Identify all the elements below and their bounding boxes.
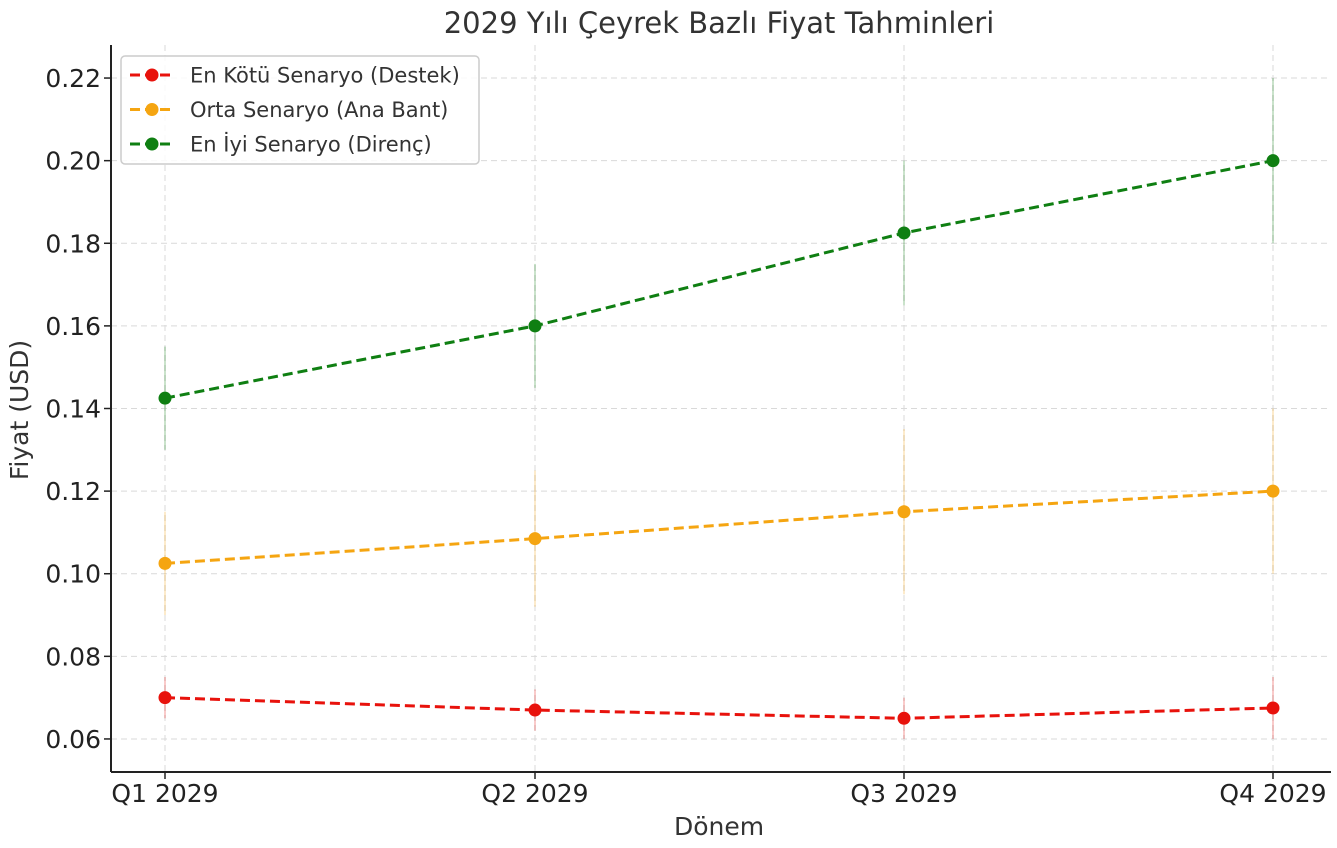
data-point: [158, 391, 172, 405]
data-point: [897, 711, 911, 725]
legend-label: En İyi Senaryo (Direnç): [190, 132, 432, 157]
y-tick-label: 0.10: [45, 560, 101, 589]
data-point: [158, 556, 172, 570]
legend-marker: [145, 137, 159, 151]
legend-marker: [145, 68, 159, 82]
data-point: [158, 691, 172, 705]
legend-marker: [145, 103, 159, 116]
series-line: [164, 489, 1274, 565]
data-point: [528, 532, 542, 546]
y-ticks: 0.06 0.08 0.10 0.12 0.14 0.16 0.18 0.20 0.22: [45, 64, 111, 754]
y-tick-label: 0.20: [45, 147, 101, 176]
y-tick-label: 0.16: [45, 312, 101, 341]
data-point: [1266, 154, 1280, 168]
data-point: [528, 319, 542, 333]
x-tick-label: Q3 2029: [850, 779, 957, 808]
legend-label: En Kötü Senaryo (Destek): [190, 64, 460, 88]
data-point: [897, 505, 911, 519]
y-tick-label: 0.18: [45, 229, 101, 258]
chart-title: 2029 Yılı Çeyrek Bazlı Fiyat Tahminleri: [444, 6, 995, 40]
series-line: [164, 159, 1274, 400]
data-point: [528, 703, 542, 717]
y-tick-label: 0.12: [45, 477, 101, 506]
x-tick-label: Q2 2029: [481, 779, 588, 808]
y-tick-label: 0.14: [45, 395, 101, 424]
y-axis-label: Fiyat (USD): [5, 340, 34, 480]
y-tick-label: 0.08: [45, 642, 101, 671]
data-point: [1266, 701, 1280, 715]
x-ticks: Q1 2029 Q2 2029 Q3 2029 Q4 2029: [111, 772, 1327, 808]
y-tick-label: 0.06: [45, 725, 101, 754]
series-lines: [158, 154, 1280, 725]
y-tick-label: 0.22: [45, 64, 101, 93]
data-point: [1266, 484, 1280, 498]
x-tick-label: Q1 2029: [111, 779, 218, 808]
legend-box: [120, 55, 480, 165]
x-axis-label: Dönem: [674, 812, 764, 841]
legend-label: Orta Senaryo (Ana Bant): [190, 98, 448, 122]
legend: En Kötü Senaryo (Destek) Orta Senaryo (An…: [120, 55, 480, 165]
x-tick-label: Q4 2029: [1219, 779, 1326, 808]
data-point: [897, 226, 911, 240]
series-line: [164, 696, 1274, 720]
